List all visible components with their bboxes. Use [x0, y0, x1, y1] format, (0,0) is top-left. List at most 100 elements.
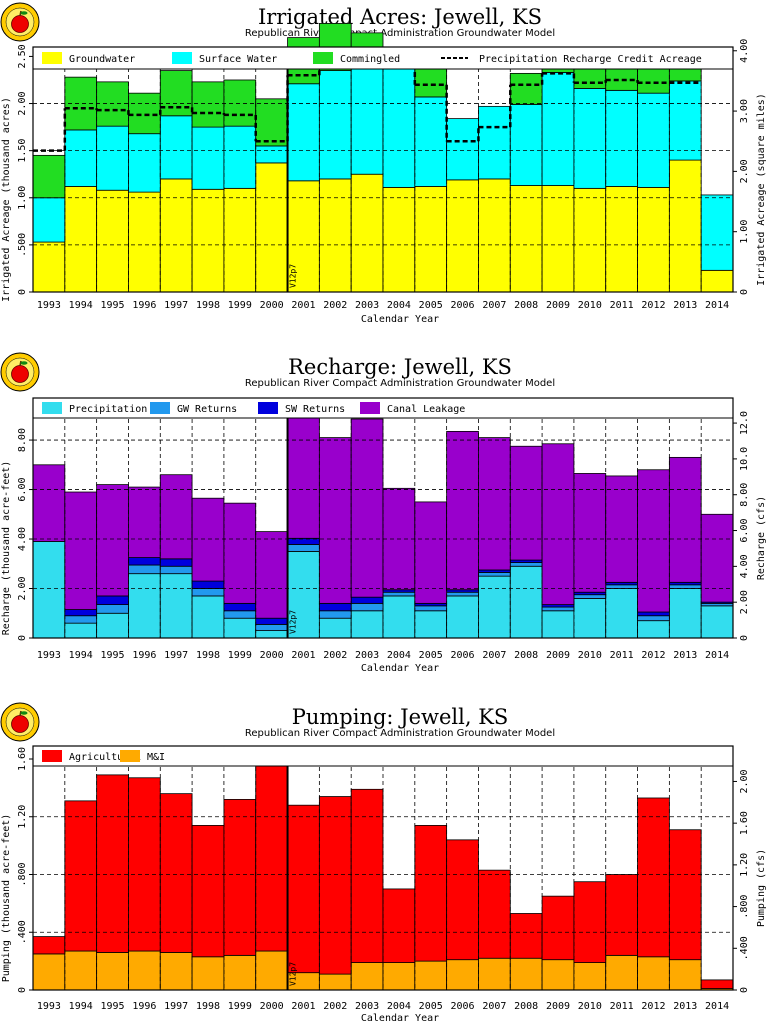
xtick-label: 2010 [578, 300, 602, 311]
xtick-label: 2003 [355, 650, 379, 661]
xtick-label: 1995 [100, 300, 124, 311]
series-precipitation [32, 541, 734, 639]
legend-label: Groundwater [69, 54, 135, 65]
bar [318, 602, 352, 612]
bar [541, 72, 575, 186]
bar [223, 799, 257, 956]
xtick-label: 2012 [641, 300, 665, 311]
version-marker-label: V12p7 [289, 610, 298, 634]
ytick-label-right: 1.20 [739, 853, 750, 877]
ytick-label-right: 2.00 [739, 159, 750, 183]
ytick-label-right: 8.00 [739, 483, 750, 507]
bar [605, 584, 638, 589]
bar [32, 197, 66, 243]
bar [64, 800, 98, 952]
bar [446, 591, 479, 597]
bar [637, 187, 670, 293]
legend-swatch [258, 402, 278, 414]
xtick-label: 2014 [705, 650, 729, 661]
bar [318, 70, 352, 180]
ytick-label-right: 4.00 [739, 554, 750, 578]
bar [668, 456, 702, 583]
bar [541, 895, 575, 961]
bar [700, 513, 734, 603]
xtick-label: 1995 [100, 1001, 124, 1012]
ytick-label-left: 0 [17, 635, 28, 641]
bar [446, 179, 479, 293]
xtick-label: 1999 [228, 650, 252, 661]
bar [573, 962, 607, 991]
bar [414, 66, 448, 98]
bar [128, 950, 161, 991]
bar [96, 81, 129, 127]
bar [668, 959, 702, 991]
xtick-label: 1998 [196, 650, 220, 661]
bar [509, 445, 543, 561]
bar [541, 606, 575, 612]
chart-title: Recharge: Jewell, KS [288, 355, 512, 379]
bar [64, 622, 98, 639]
xtick-label: 1998 [196, 1001, 220, 1012]
bar [64, 129, 98, 187]
legend-swatch [172, 52, 192, 64]
apple-icon [11, 715, 29, 733]
series-groundwater [32, 159, 734, 293]
apple-leaf [20, 11, 28, 15]
xtick-label: 2011 [610, 650, 634, 661]
bar [255, 950, 288, 991]
bar [350, 602, 384, 612]
y-axis-label-left: Pumping (thousand acre-feet) [1, 814, 12, 983]
bar [382, 64, 416, 188]
legend-swatch [120, 750, 140, 762]
ytick-label-left: 1.00 [17, 186, 28, 210]
bar [382, 187, 416, 293]
bar [191, 126, 225, 190]
bar [382, 591, 416, 597]
bar [446, 431, 479, 591]
xtick-label: 2007 [482, 650, 506, 661]
bar [605, 954, 638, 991]
bar [64, 491, 98, 610]
bar [414, 825, 448, 962]
bar [446, 595, 479, 639]
version-marker-label: V12p7 [289, 962, 298, 986]
bar [255, 749, 288, 952]
bar [668, 80, 702, 161]
ytick-label-left: 8.00 [17, 428, 28, 452]
bar [700, 194, 734, 271]
xtick-label: 1994 [69, 300, 93, 311]
legend-swatch [42, 402, 62, 414]
plot-frame [32, 745, 734, 991]
bar [255, 98, 288, 147]
bar [223, 954, 257, 991]
bar [382, 595, 416, 639]
ytick-label-right: 0 [739, 987, 750, 993]
xtick-label: 2000 [260, 650, 284, 661]
bar [573, 187, 607, 293]
bar [32, 953, 66, 991]
ytick-label-right: 10.0 [739, 447, 750, 471]
xtick-label: 1995 [100, 650, 124, 661]
xtick-label: 1993 [37, 650, 61, 661]
legend-label: Precipitation [69, 404, 147, 415]
plot-frame [32, 397, 734, 639]
apple-leaf [20, 361, 28, 365]
bar [509, 562, 543, 567]
xtick-label: 1993 [37, 1001, 61, 1012]
bar [605, 475, 638, 583]
bar [96, 189, 129, 293]
bar [605, 65, 638, 91]
xtick-label: 2004 [387, 300, 411, 311]
legend-swatch [360, 402, 380, 414]
bar [573, 88, 607, 189]
xtick-label: 2012 [641, 650, 665, 661]
bar [573, 598, 607, 639]
xtick-label: 2002 [323, 1001, 347, 1012]
bar [128, 557, 161, 566]
xtick-label: 2001 [291, 1001, 315, 1012]
bar [350, 596, 384, 604]
bar [605, 89, 638, 187]
xtick-label: 2001 [291, 300, 315, 311]
bar [255, 623, 288, 631]
